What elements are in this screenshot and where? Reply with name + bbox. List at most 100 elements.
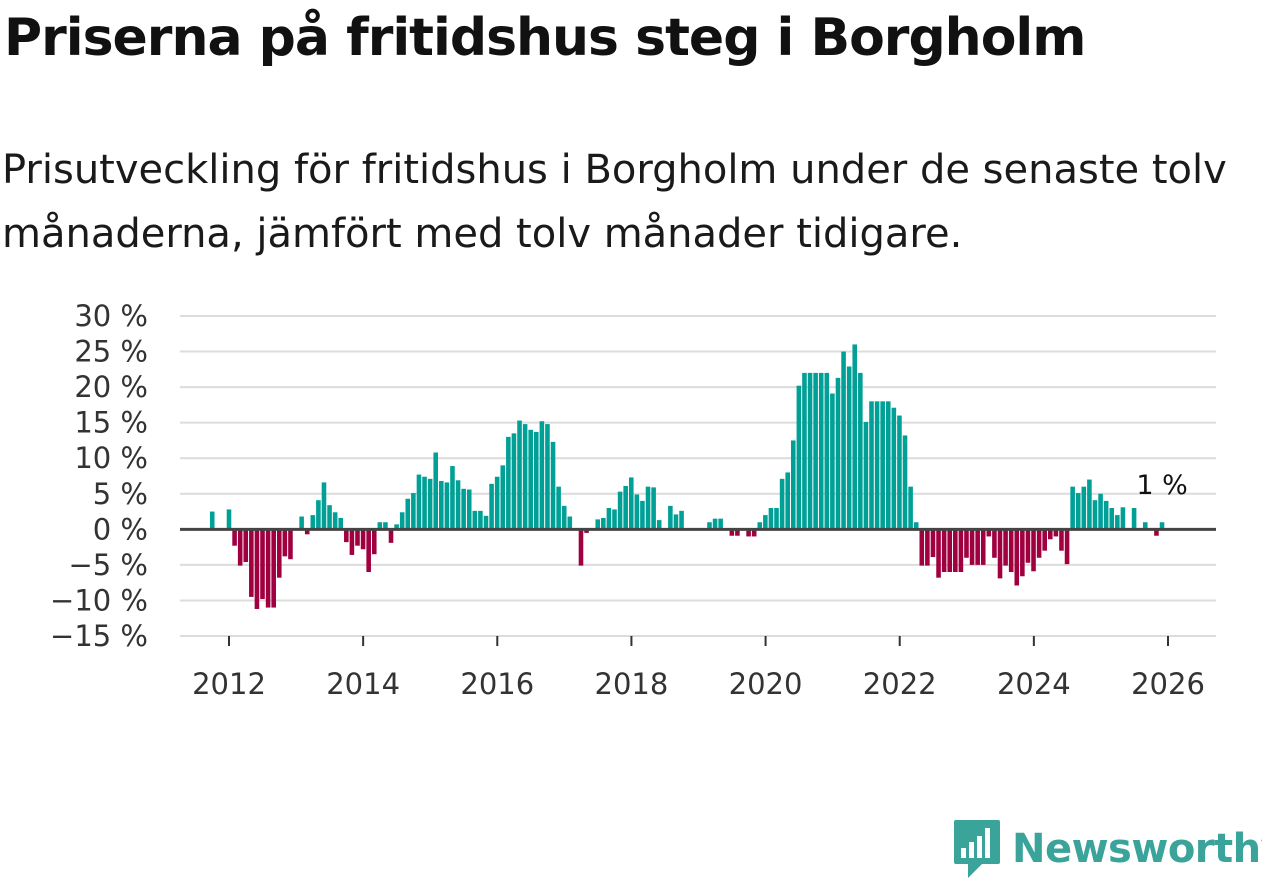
bar <box>338 517 344 530</box>
bar <box>612 509 617 530</box>
gridlines <box>180 315 1216 637</box>
bar <box>617 491 623 530</box>
latest-value-label: 1 % <box>1136 470 1187 501</box>
bar <box>394 524 399 530</box>
bar <box>1053 529 1059 537</box>
bar <box>679 510 684 530</box>
bar <box>673 514 679 530</box>
bar <box>533 431 539 530</box>
bar <box>1087 479 1092 530</box>
bar <box>824 372 830 530</box>
y-tick-label: 0 % <box>93 512 148 546</box>
bar <box>807 372 813 530</box>
bar <box>1025 529 1031 563</box>
bar <box>947 529 953 572</box>
bar <box>439 480 444 530</box>
bar <box>254 529 260 609</box>
bar <box>913 522 919 530</box>
y-tick-label: 20 % <box>74 370 148 404</box>
bar <box>1159 522 1165 530</box>
bar <box>785 472 790 530</box>
bar <box>377 522 383 530</box>
bar <box>511 433 517 530</box>
bar <box>1109 508 1115 530</box>
bar <box>1098 493 1103 530</box>
bar <box>975 529 980 565</box>
bar <box>371 529 377 555</box>
bar <box>885 401 891 530</box>
bar <box>545 424 550 530</box>
bar <box>427 478 433 530</box>
bar <box>601 517 606 530</box>
bar <box>226 509 232 530</box>
bar <box>779 478 785 530</box>
bar <box>567 516 573 530</box>
bar <box>936 529 941 578</box>
bar <box>628 477 634 530</box>
bar <box>528 429 533 530</box>
chart-title: Priserna på fritidshus steg i Borgholm <box>4 8 1086 68</box>
bar <box>522 424 528 530</box>
bar <box>818 372 824 530</box>
bar <box>1042 529 1047 551</box>
bar <box>517 420 522 530</box>
bar <box>483 515 489 530</box>
bar <box>360 529 366 550</box>
x-tick-label: 2026 <box>1131 667 1205 701</box>
newsworthy-logo-icon <box>954 820 1000 878</box>
x-tick-label: 2014 <box>326 667 400 701</box>
bar <box>405 498 411 530</box>
bar <box>712 518 718 530</box>
bar <box>1070 486 1075 530</box>
bar <box>1036 529 1042 558</box>
bar <box>969 529 975 565</box>
bar <box>249 529 254 597</box>
bar <box>344 529 349 543</box>
bar <box>500 465 506 530</box>
bar <box>237 529 243 566</box>
y-tick-label: −5 % <box>68 548 148 582</box>
bar <box>1008 529 1014 572</box>
bar <box>1014 529 1020 586</box>
bar <box>288 529 293 560</box>
bar <box>271 529 276 608</box>
bar <box>958 529 964 572</box>
bar <box>506 436 511 530</box>
y-tick-label: 5 % <box>93 477 148 511</box>
bar <box>986 529 992 537</box>
y-tick-label: −10 % <box>50 583 148 617</box>
x-tick-label: 2020 <box>729 667 803 701</box>
bar <box>595 519 601 530</box>
bar <box>964 529 969 558</box>
bar <box>830 393 835 530</box>
bar <box>919 529 925 566</box>
bar <box>846 366 852 530</box>
bar <box>1003 529 1008 566</box>
bar <box>349 529 355 555</box>
bar <box>891 407 897 530</box>
bar <box>623 485 628 530</box>
bar <box>751 529 757 537</box>
bar <box>735 529 740 536</box>
bar <box>550 441 556 530</box>
bars <box>209 344 1165 609</box>
bar <box>1142 522 1148 530</box>
bar <box>852 344 858 530</box>
bar <box>478 510 483 530</box>
bar <box>707 522 712 530</box>
bar <box>668 505 673 530</box>
bar <box>578 529 584 566</box>
y-axis-ticks: 30 %25 %20 %15 %10 %5 %0 %−5 %−10 %−15 % <box>50 299 148 653</box>
chart-subtitle: Prisutveckling för fritidshus i Borgholm… <box>2 147 1227 257</box>
bar <box>455 480 461 530</box>
y-tick-label: 30 % <box>74 299 148 333</box>
bar <box>930 529 936 558</box>
bar <box>1120 507 1126 530</box>
bar <box>316 500 321 530</box>
bar <box>718 518 723 530</box>
bar <box>494 476 500 530</box>
bar <box>1154 529 1159 536</box>
bar <box>466 489 472 530</box>
bar <box>869 401 874 530</box>
bar <box>841 351 846 530</box>
